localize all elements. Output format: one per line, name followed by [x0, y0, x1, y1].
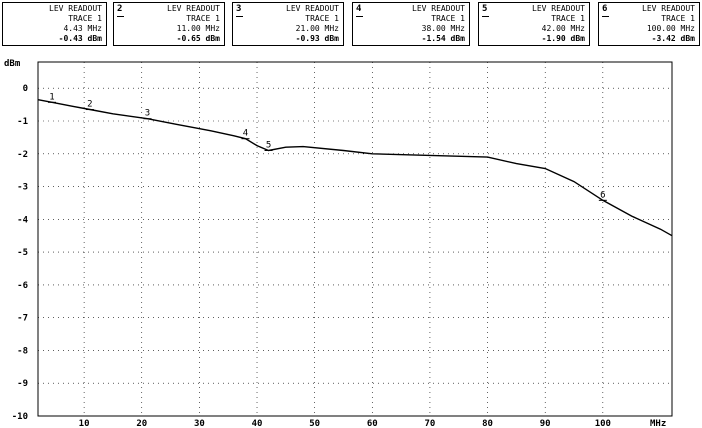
x-tick-label: 80 — [482, 419, 493, 428]
readout-level: -0.43 dBm — [58, 34, 102, 43]
readout-box: 2 LEV READOUT TRACE 1 11.00 MHz -0.65 dBm — [113, 2, 225, 46]
readout-level: -0.93 dBm — [295, 34, 339, 43]
readout-marker-underline — [482, 16, 489, 17]
readout-title: LEV READOUT — [532, 4, 585, 13]
readout-marker-number: 4 — [356, 4, 362, 14]
x-tick-label: 10 — [79, 419, 90, 428]
marker-label: 5 — [266, 141, 271, 151]
readout-frequency: 42.00 MHz — [541, 24, 585, 33]
y-axis-label: dBm — [4, 59, 21, 69]
readout-trace: TRACE 1 — [661, 14, 695, 23]
readout-frequency: 4.43 MHz — [63, 24, 102, 33]
marker-readout-bar: LEV READOUT TRACE 1 4.43 MHz -0.43 dBm 2 LEV … — [0, 0, 702, 52]
readout-marker-number: 2 — [117, 4, 123, 14]
marker-5: 5 — [264, 141, 273, 151]
readout-marker-number: 5 — [482, 4, 488, 14]
y-tick-label: -8 — [17, 346, 28, 356]
y-tick-label: -3 — [17, 183, 28, 193]
readout-title: LEV READOUT — [49, 4, 102, 13]
y-tick-label: -4 — [17, 215, 28, 225]
y-tick-labels: 0 -1 -2 -3 -4 -5 -6 -7 -8 -9 -10 — [12, 84, 29, 422]
x-tick-label: 40 — [252, 419, 263, 428]
readout-marker-underline — [117, 16, 124, 17]
y-tick-label: 0 — [23, 84, 28, 94]
readout-frequency: 11.00 MHz — [176, 24, 220, 33]
readout-trace: TRACE 1 — [431, 14, 465, 23]
readout-level: -1.90 dBm — [541, 34, 585, 43]
marker-2: 2 — [85, 100, 94, 111]
y-tick-label: -2 — [17, 150, 28, 160]
readout-title: LEV READOUT — [286, 4, 339, 13]
readout-frequency: 21.00 MHz — [295, 24, 339, 33]
plot-frame — [37, 61, 673, 417]
readout-trace: TRACE 1 — [186, 14, 220, 23]
readout-box: 5 LEV READOUT TRACE 1 42.00 MHz -1.90 dBm — [478, 2, 590, 46]
marker-label: 2 — [87, 100, 92, 110]
marker-label: 6 — [600, 190, 605, 200]
readout-marker-number: 6 — [602, 4, 608, 14]
x-tick-label: 20 — [136, 419, 147, 428]
x-tick-label: 60 — [367, 419, 378, 428]
x-tick-label: 50 — [309, 419, 320, 428]
readout-box: LEV READOUT TRACE 1 4.43 MHz -0.43 dBm — [2, 2, 107, 46]
marker-6: 6 — [598, 190, 607, 201]
x-tick-labels: 10 20 30 40 50 60 70 80 90 100 — [79, 419, 611, 428]
readout-level: -0.65 dBm — [176, 34, 220, 43]
readout-marker-underline — [602, 16, 609, 17]
level-plot: 0 -1 -2 -3 -4 -5 -6 -7 -8 -9 -10 10 20 30 40 50 60 70 80 9… — [4, 59, 673, 428]
readout-marker-underline — [236, 16, 243, 17]
readout-box: 4 LEV READOUT TRACE 1 38.00 MHz -1.54 dBm — [352, 2, 470, 46]
y-tick-label: -9 — [17, 379, 28, 389]
marker-label: 4 — [243, 129, 248, 139]
readout-title: LEV READOUT — [167, 4, 220, 13]
readout-frequency: 100.00 MHz — [646, 24, 695, 33]
marker-3: 3 — [143, 109, 152, 120]
readout-trace: TRACE 1 — [551, 14, 585, 23]
markers: 1 2 3 4 5 6 — [48, 92, 607, 201]
readout-frequency: 38.00 MHz — [421, 24, 465, 33]
readout-marker-number: 3 — [236, 4, 242, 14]
marker-1: 1 — [48, 92, 57, 103]
y-tick-label: -5 — [17, 248, 28, 258]
readout-marker-underline — [356, 16, 363, 17]
y-tick-label: -10 — [12, 412, 28, 422]
x-tick-label: 70 — [425, 419, 436, 428]
y-tick-label: -7 — [17, 314, 28, 324]
trace-1-line — [37, 99, 673, 237]
x-tick-label: 90 — [540, 419, 551, 428]
x-axis-unit: MHz — [650, 419, 666, 428]
grid — [38, 62, 672, 417]
marker-4: 4 — [241, 129, 250, 140]
readout-title: LEV READOUT — [412, 4, 465, 13]
x-tick-label: 100 — [595, 419, 611, 428]
marker-label: 3 — [145, 109, 150, 119]
readout-level: -1.54 dBm — [421, 34, 465, 43]
y-tick-label: -1 — [17, 117, 28, 127]
readout-trace: TRACE 1 — [68, 14, 102, 23]
readout-box: 6 LEV READOUT TRACE 1 100.00 MHz -3.42 dBm — [598, 2, 700, 46]
readout-trace: TRACE 1 — [305, 14, 339, 23]
readout-title: LEV READOUT — [642, 4, 695, 13]
readout-box: 3 LEV READOUT TRACE 1 21.00 MHz -0.93 dBm — [232, 2, 344, 46]
y-tick-label: -6 — [17, 281, 28, 291]
marker-label: 1 — [49, 92, 54, 102]
x-tick-label: 30 — [194, 419, 205, 428]
readout-level: -3.42 dBm — [651, 34, 695, 43]
